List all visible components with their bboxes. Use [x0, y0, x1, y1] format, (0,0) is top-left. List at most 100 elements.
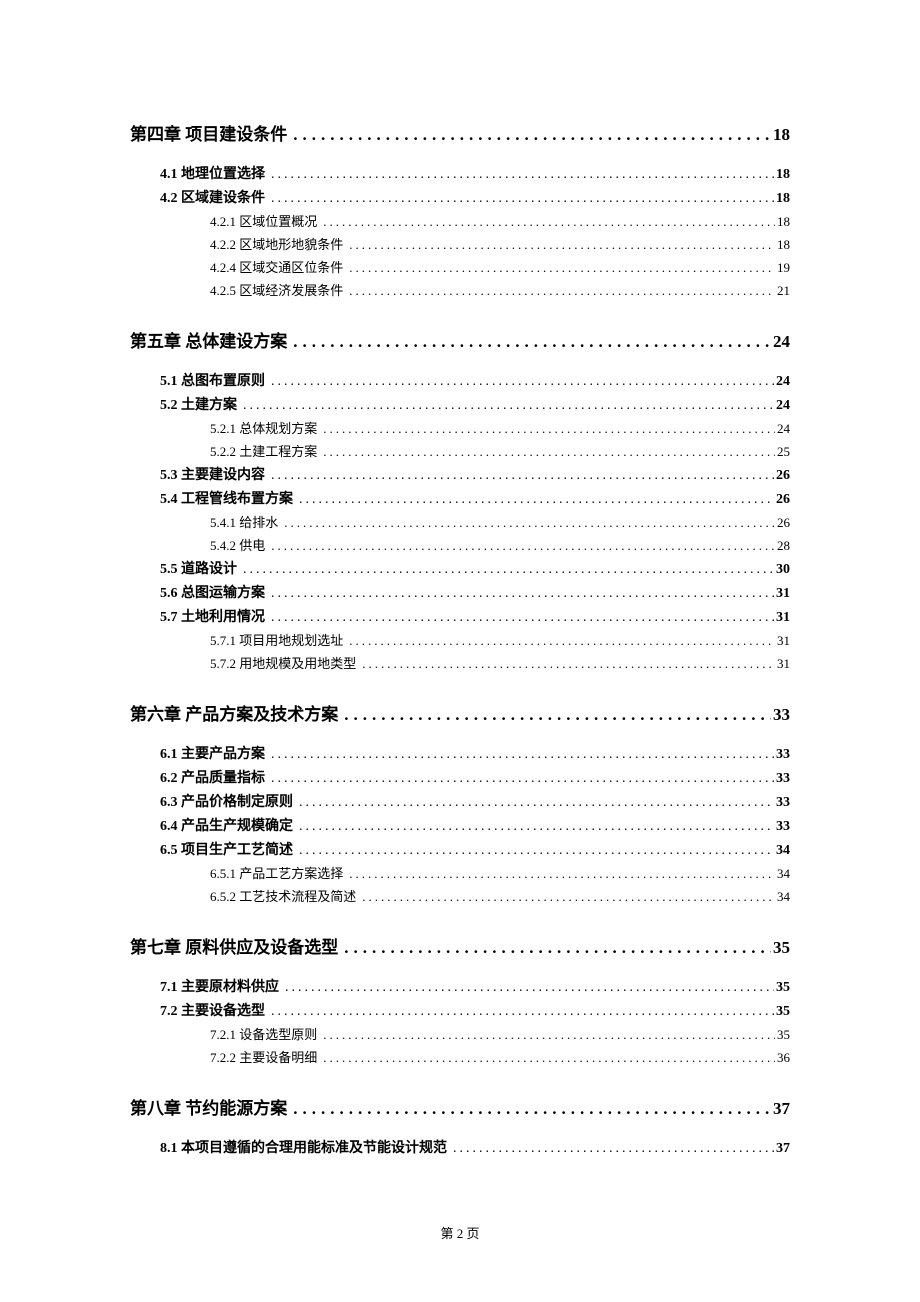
toc-leader-dots: ........................................…	[323, 214, 775, 230]
toc-entry-label: 6.5 项目生产工艺简述	[160, 839, 293, 859]
toc-section-row: 5.5 道路设计 ...............................…	[160, 558, 790, 578]
toc-entry-label: 第六章 产品方案及技术方案	[130, 700, 338, 725]
toc-leader-dots: ........................................…	[323, 444, 775, 460]
toc-leader-dots: ........................................…	[293, 332, 771, 352]
toc-leader-dots: ........................................…	[362, 889, 775, 905]
toc-entry-label: 5.4 工程管线布置方案	[160, 488, 293, 508]
toc-entry-page: 35	[774, 1004, 790, 1020]
toc-leader-dots: ........................................…	[271, 538, 775, 554]
toc-leader-dots: ........................................…	[271, 747, 774, 763]
toc-entry-label: 第八章 节约能源方案	[130, 1094, 287, 1119]
toc-entry-page: 18	[775, 237, 790, 253]
toc-leader-dots: ........................................…	[323, 1050, 775, 1066]
page-footer: 第 2 页	[0, 1223, 920, 1242]
toc-section-row: 4.2 区域建设条件 .............................…	[160, 187, 790, 207]
toc-leader-dots: ........................................…	[349, 237, 775, 253]
toc-subsection-row: 5.2.1 总体规划方案 ...........................…	[210, 418, 790, 437]
toc-entry-page: 24	[774, 374, 790, 390]
toc-subsection-row: 4.2.1 区域位置概况 ...........................…	[210, 211, 790, 230]
toc-leader-dots: ........................................…	[271, 1004, 774, 1020]
toc-subsection-row: 6.5.1 产品工艺方案选择 .........................…	[210, 863, 790, 882]
toc-entry-label: 4.2.2 区域地形地貌条件	[210, 234, 343, 253]
toc-section-row: 5.7 土地利用情况 .............................…	[160, 606, 790, 626]
toc-entry-label: 7.2.1 设备选型原则	[210, 1024, 317, 1043]
toc-entry-page: 33	[774, 819, 790, 835]
toc-entry-label: 5.7 土地利用情况	[160, 606, 265, 626]
toc-leader-dots: ........................................…	[299, 843, 774, 859]
toc-entry-label: 5.4.1 给排水	[210, 512, 278, 531]
toc-leader-dots: ........................................…	[299, 492, 774, 508]
toc-entry-label: 6.2 产品质量指标	[160, 767, 265, 787]
toc-chapter-row: 第五章 总体建设方案 .............................…	[130, 327, 790, 352]
toc-entry-label: 8.1 本项目遵循的合理用能标准及节能设计规范	[160, 1137, 447, 1157]
toc-section-row: 6.2 产品质量指标 .............................…	[160, 767, 790, 787]
toc-entry-page: 31	[774, 586, 790, 602]
toc-entry-page: 24	[771, 332, 790, 352]
toc-entry-label: 5.2.2 土建工程方案	[210, 441, 317, 460]
toc-leader-dots: ........................................…	[344, 705, 771, 725]
toc-leader-dots: ........................................…	[271, 586, 774, 602]
toc-entry-label: 6.4 产品生产规模确定	[160, 815, 293, 835]
toc-section-block: 6.1 主要产品方案 .............................…	[130, 743, 790, 905]
toc-chapter-row: 第八章 节约能源方案 .............................…	[130, 1094, 790, 1119]
toc-entry-page: 21	[775, 283, 790, 299]
toc-section-block: 8.1 本项目遵循的合理用能标准及节能设计规范 ................…	[130, 1137, 790, 1157]
toc-entry-page: 26	[774, 468, 790, 484]
toc-section-block: 5.1 总图布置原则 .............................…	[130, 370, 790, 672]
toc-leader-dots: ........................................…	[453, 1141, 774, 1157]
toc-entry-page: 33	[774, 747, 790, 763]
toc-leader-dots: ........................................…	[271, 191, 774, 207]
toc-entry-page: 34	[775, 866, 790, 882]
toc-entry-page: 18	[771, 125, 790, 145]
toc-section-row: 5.6 总图运输方案 .............................…	[160, 582, 790, 602]
toc-section-row: 7.1 主要原材料供应 ............................…	[160, 976, 790, 996]
toc-section-row: 7.2 主要设备选型 .............................…	[160, 1000, 790, 1020]
toc-entry-label: 6.5.2 工艺技术流程及简述	[210, 886, 356, 905]
toc-entry-page: 34	[774, 843, 790, 859]
toc-leader-dots: ........................................…	[243, 562, 774, 578]
toc-section-block: 7.1 主要原材料供应 ............................…	[130, 976, 790, 1066]
toc-entry-page: 31	[775, 656, 790, 672]
toc-leader-dots: ........................................…	[323, 421, 775, 437]
toc-entry-page: 26	[775, 515, 790, 531]
toc-entry-page: 33	[771, 705, 790, 725]
toc-entry-page: 18	[774, 167, 790, 183]
toc-leader-dots: ........................................…	[271, 771, 774, 787]
toc-chapter-block: 第七章 原料供应及设备选型 ..........................…	[130, 933, 790, 1066]
toc-leader-dots: ........................................…	[299, 819, 774, 835]
toc-entry-label: 5.2.1 总体规划方案	[210, 418, 317, 437]
toc-entry-page: 36	[775, 1050, 790, 1066]
toc-leader-dots: ........................................…	[271, 610, 774, 626]
toc-entry-label: 7.1 主要原材料供应	[160, 976, 279, 996]
toc-entry-label: 6.3 产品价格制定原则	[160, 791, 293, 811]
toc-subsection-row: 7.2.1 设备选型原则 ...........................…	[210, 1024, 790, 1043]
toc-container: 第四章 项目建设条件 .............................…	[0, 0, 920, 1157]
toc-leader-dots: ........................................…	[293, 125, 771, 145]
toc-entry-page: 18	[774, 191, 790, 207]
toc-entry-label: 4.2.4 区域交通区位条件	[210, 257, 343, 276]
toc-chapter-block: 第八章 节约能源方案 .............................…	[130, 1094, 790, 1157]
page-number: 第 2 页	[440, 1226, 479, 1241]
toc-entry-page: 33	[774, 795, 790, 811]
toc-subsection-row: 5.7.2 用地规模及用地类型 ........................…	[210, 653, 790, 672]
toc-chapter-block: 第六章 产品方案及技术方案 ..........................…	[130, 700, 790, 905]
toc-entry-page: 31	[774, 610, 790, 626]
toc-section-row: 8.1 本项目遵循的合理用能标准及节能设计规范 ................…	[160, 1137, 790, 1157]
toc-entry-label: 6.1 主要产品方案	[160, 743, 265, 763]
toc-leader-dots: ........................................…	[299, 795, 774, 811]
toc-entry-label: 5.3 主要建设内容	[160, 464, 265, 484]
toc-section-row: 6.3 产品价格制定原则 ...........................…	[160, 791, 790, 811]
toc-leader-dots: ........................................…	[293, 1099, 771, 1119]
toc-subsection-row: 4.2.2 区域地形地貌条件 .........................…	[210, 234, 790, 253]
toc-entry-label: 4.2 区域建设条件	[160, 187, 265, 207]
toc-entry-label: 第四章 项目建设条件	[130, 120, 287, 145]
toc-leader-dots: ........................................…	[349, 633, 775, 649]
toc-section-row: 6.5 项目生产工艺简述 ...........................…	[160, 839, 790, 859]
toc-subsection-row: 5.2.2 土建工程方案 ...........................…	[210, 441, 790, 460]
toc-leader-dots: ........................................…	[349, 283, 775, 299]
toc-chapter-block: 第五章 总体建设方案 .............................…	[130, 327, 790, 672]
toc-entry-label: 5.1 总图布置原则	[160, 370, 265, 390]
toc-subsection-row: 7.2.2 主要设备明细 ...........................…	[210, 1047, 790, 1066]
toc-subsection-row: 6.5.2 工艺技术流程及简述 ........................…	[210, 886, 790, 905]
toc-subsection-row: 4.2.4 区域交通区位条件 .........................…	[210, 257, 790, 276]
